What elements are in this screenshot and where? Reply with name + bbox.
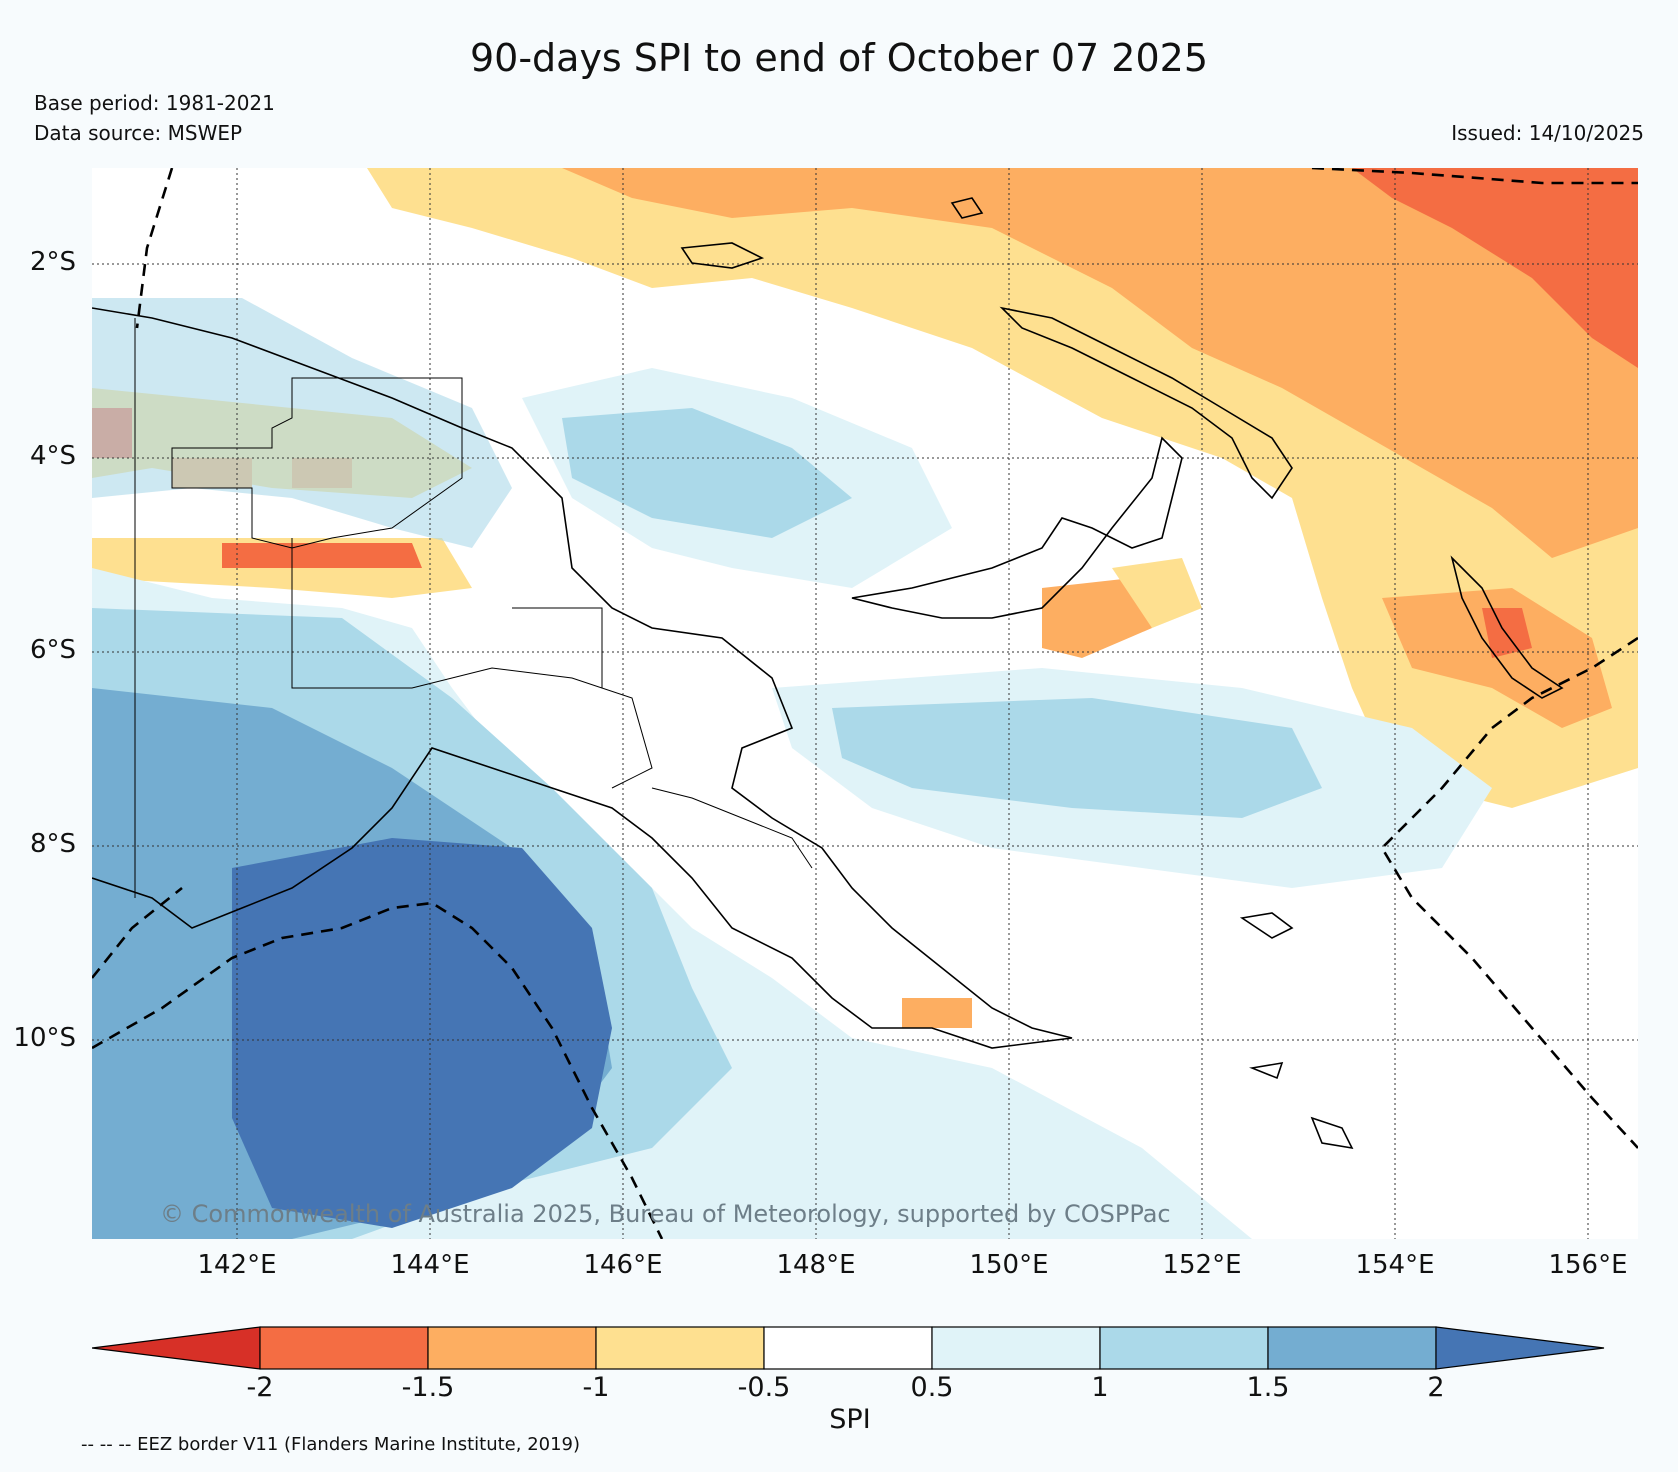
lon-label: 146°E: [583, 1250, 663, 1280]
colorbar-very-dry: [259, 1326, 429, 1370]
country-borders: [134, 318, 813, 898]
lon-label: 142°E: [197, 1250, 277, 1280]
lat-label: 2°S: [29, 247, 76, 277]
colorbar-extreme-wet: [1435, 1326, 1605, 1370]
lon-label: 148°E: [776, 1250, 856, 1280]
lon-label: 156°E: [1548, 1250, 1628, 1280]
colorbar-mild-wet: [931, 1326, 1101, 1370]
map-title: 90-days SPI to end of October 07 2025: [469, 36, 1209, 80]
eez-borders: [92, 168, 1638, 1239]
colorbar-tick: 1.5: [1246, 1372, 1290, 1403]
colorbar-tick: 2: [1427, 1372, 1445, 1403]
eez-legend-note: -- -- -- EEZ border V11 (Flanders Marine…: [81, 1434, 581, 1455]
colorbar-wet: [1099, 1326, 1269, 1370]
lon-label: 152°E: [1162, 1250, 1242, 1280]
lon-label: 150°E: [969, 1250, 1049, 1280]
colorbar-mild-dry: [595, 1326, 765, 1370]
graticule: [92, 168, 1638, 1239]
colorbar-tick: -2: [246, 1372, 274, 1403]
colorbar-tick: 1: [1091, 1372, 1109, 1403]
coastlines: [92, 197, 1564, 1150]
wet-region: [92, 298, 1492, 1239]
spi-colorbar: [91, 1325, 1606, 1375]
lat-label: 6°S: [29, 635, 76, 665]
base-period-text: Base period: 1981-2021: [34, 91, 275, 115]
colorbar-normal: [763, 1326, 933, 1370]
colorbar-label: SPI: [829, 1404, 871, 1435]
spi-map: [92, 168, 1638, 1239]
lon-label: 144°E: [390, 1250, 470, 1280]
colorbar-tick: -1.5: [401, 1372, 455, 1403]
colorbar-tick: -1: [582, 1372, 610, 1403]
lon-label: 154°E: [1355, 1250, 1435, 1280]
issued-date-text: Issued: 14/10/2025: [1451, 121, 1644, 145]
copyright-text: © Commonwealth of Australia 2025, Bureau…: [160, 1200, 1171, 1228]
lat-label: 8°S: [29, 829, 76, 859]
lat-label: 4°S: [29, 441, 76, 471]
colorbar-dry: [427, 1326, 597, 1370]
lat-label: 10°S: [13, 1023, 76, 1053]
colorbar-tick: 0.5: [910, 1372, 954, 1403]
data-source-text: Data source: MSWEP: [34, 121, 243, 145]
colorbar-very-wet: [1267, 1326, 1437, 1370]
colorbar-extreme-dry: [91, 1326, 261, 1370]
colorbar-tick: -0.5: [737, 1372, 791, 1403]
